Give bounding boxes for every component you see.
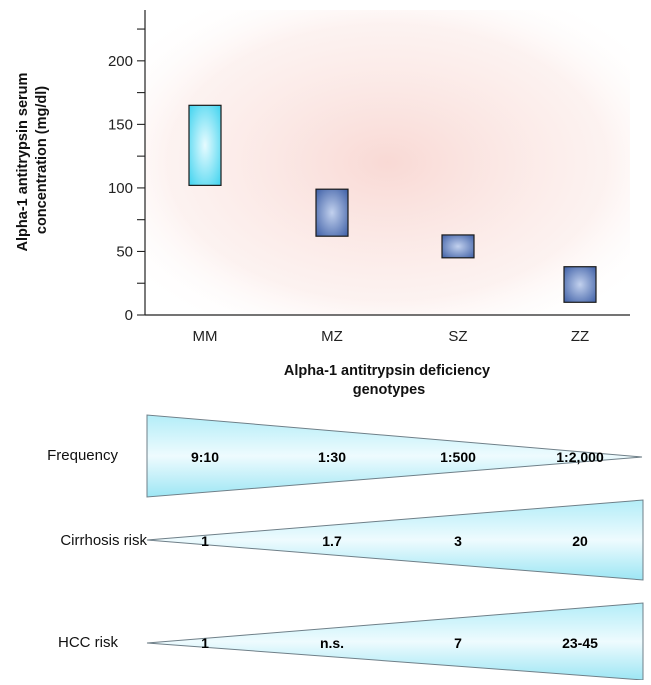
frequency-value-mm: 9:10 bbox=[191, 449, 219, 465]
y-axis-title-line-1: Alpha-1 antitrypsin serum bbox=[15, 73, 31, 252]
range-bar-sz bbox=[441, 234, 475, 259]
hcc-risk-row: HCC risk 1 n.s. 7 23-45 bbox=[58, 602, 644, 681]
y-tick-label: 150 bbox=[108, 116, 133, 133]
frequency-label: Frequency bbox=[47, 447, 118, 464]
hcc-risk-label: HCC risk bbox=[58, 634, 118, 651]
cirrhosis-risk-value-mz: 1.7 bbox=[322, 533, 342, 549]
hcc-risk-value-zz: 23-45 bbox=[562, 635, 598, 651]
cirrhosis-risk-label: Cirrhosis risk bbox=[60, 532, 147, 549]
hcc-risk-wedge bbox=[146, 602, 644, 681]
frequency-row: Frequency 9:10 1:30 1:500 1:2,000 bbox=[47, 414, 643, 498]
x-axis-title-line-1: Alpha-1 antitrypsin deficiency bbox=[284, 363, 490, 379]
hcc-risk-value-mz: n.s. bbox=[320, 635, 344, 651]
cirrhosis-risk-row: Cirrhosis risk 1 1.7 3 20 bbox=[60, 499, 644, 581]
cirrhosis-risk-value-zz: 20 bbox=[572, 533, 588, 549]
y-ticks: 0 50 100 150 200 bbox=[108, 28, 145, 324]
x-axis-title-line-2: genotypes bbox=[353, 382, 426, 398]
y-tick-label: 0 bbox=[125, 307, 133, 324]
x-axis-title: Alpha-1 antitrypsin deficiency genotypes bbox=[284, 363, 494, 398]
cirrhosis-risk-value-sz: 3 bbox=[454, 533, 462, 549]
plot-background bbox=[145, 10, 630, 315]
frequency-value-mz: 1:30 bbox=[318, 449, 346, 465]
range-bar-zz bbox=[563, 266, 597, 303]
y-tick-label: 200 bbox=[108, 53, 133, 70]
y-tick-label: 100 bbox=[108, 180, 133, 197]
x-tick-label-zz: ZZ bbox=[571, 328, 589, 345]
y-axis-title-line-2: concentration (mg/dl) bbox=[34, 86, 50, 234]
cirrhosis-risk-wedge bbox=[146, 499, 644, 581]
cirrhosis-risk-value-mm: 1 bbox=[201, 533, 209, 549]
range-bar-mm bbox=[188, 104, 222, 186]
x-ticks: MM MZ SZ ZZ bbox=[193, 328, 590, 345]
x-tick-label-mm: MM bbox=[193, 328, 218, 345]
y-tick-label: 50 bbox=[116, 243, 133, 260]
hcc-risk-value-sz: 7 bbox=[454, 635, 462, 651]
x-tick-label-sz: SZ bbox=[448, 328, 467, 345]
x-tick-label-mz: MZ bbox=[321, 328, 343, 345]
range-bars bbox=[188, 104, 597, 303]
frequency-wedge bbox=[146, 414, 643, 498]
frequency-value-sz: 1:500 bbox=[440, 449, 476, 465]
y-axis-title: Alpha-1 antitrypsin serum concentration … bbox=[15, 69, 50, 252]
range-bar-mz bbox=[315, 188, 349, 237]
frequency-value-zz: 1:2,000 bbox=[556, 449, 604, 465]
hcc-risk-value-mm: 1 bbox=[201, 635, 209, 651]
